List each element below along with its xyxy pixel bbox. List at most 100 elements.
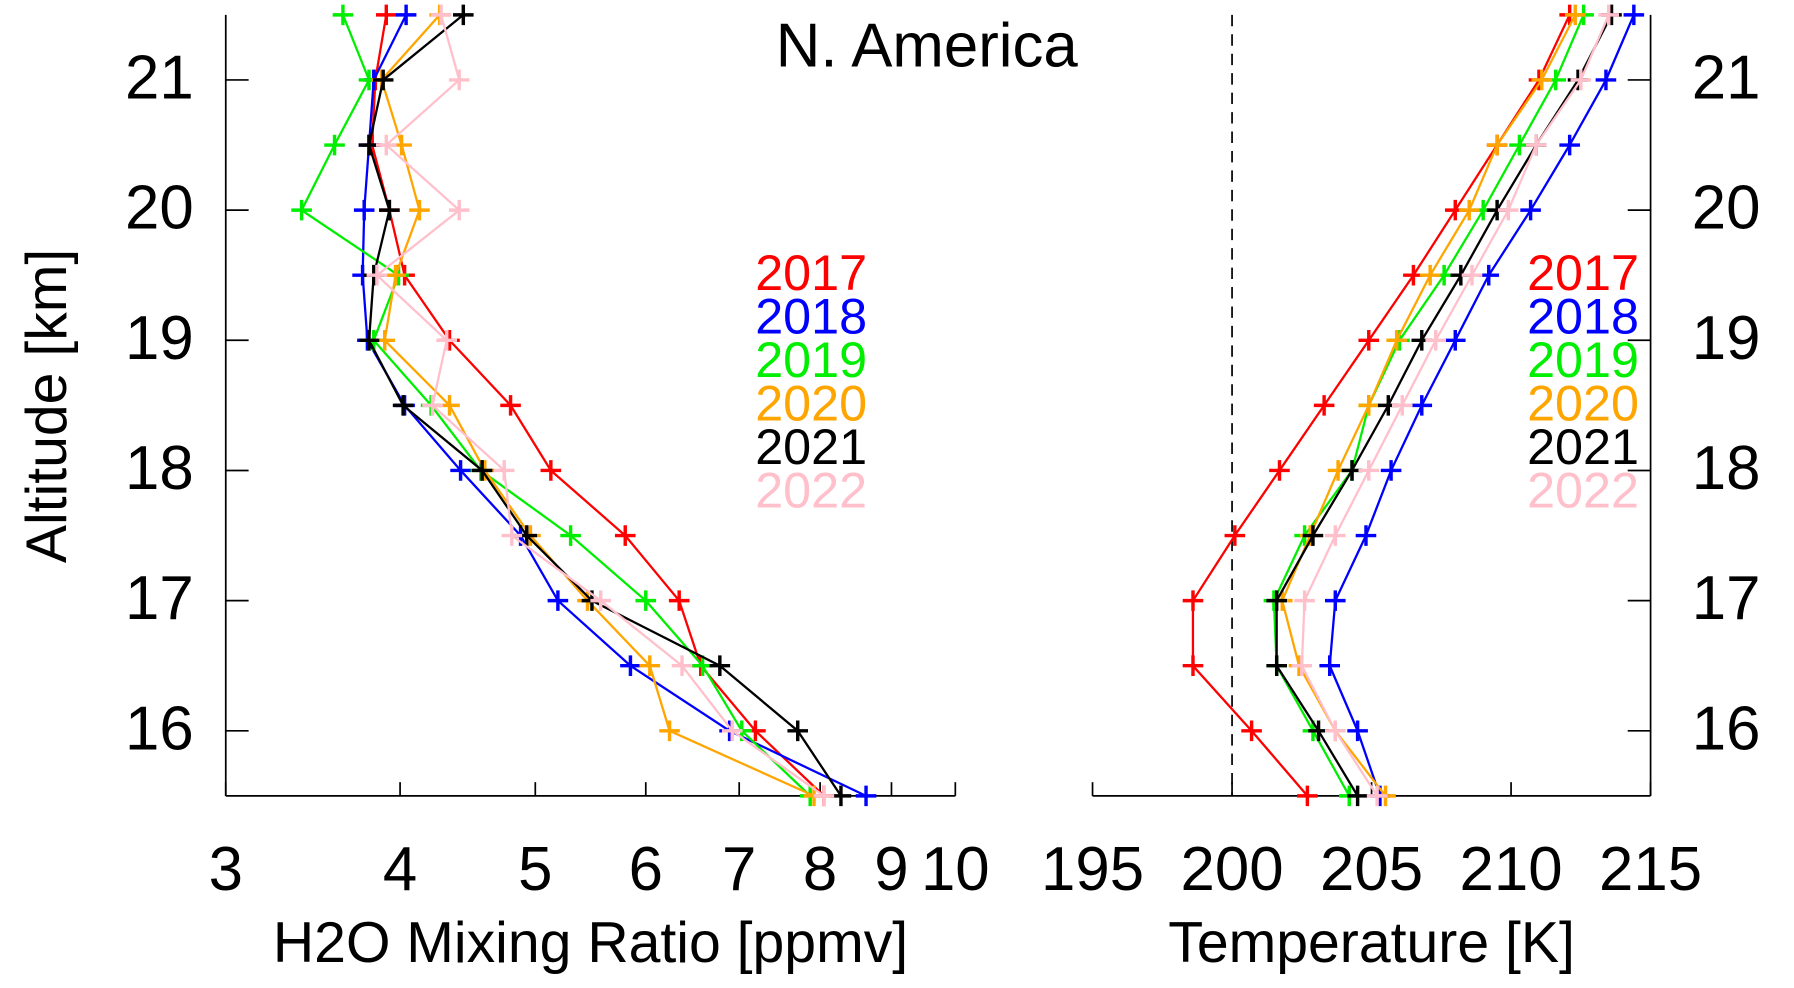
x-tick-label: 195 [1041, 835, 1144, 904]
marker [1347, 785, 1368, 807]
marker [392, 395, 414, 416]
marker [358, 134, 380, 156]
marker [813, 785, 835, 807]
legend-label: 2017 [1527, 244, 1639, 301]
marker [1570, 69, 1592, 91]
y-tick-label: 21 [1692, 44, 1761, 113]
marker [1386, 330, 1407, 351]
marker [1358, 460, 1380, 481]
marker [1313, 395, 1335, 416]
marker [501, 525, 523, 546]
x-tick-label: 7 [722, 835, 756, 904]
marker [721, 720, 743, 742]
marker [1324, 590, 1346, 611]
legend-label: 2020 [755, 374, 867, 431]
marker [590, 590, 612, 611]
x-tick-label: 8 [803, 835, 837, 904]
marker [1347, 720, 1368, 742]
marker [422, 395, 443, 416]
y-tick-label: 16 [125, 694, 194, 763]
legend-label: 2022 [1527, 461, 1639, 518]
marker [1623, 4, 1645, 26]
marker [1520, 199, 1541, 221]
marker [547, 590, 569, 611]
y-tick-label: 17 [125, 564, 194, 633]
marker [1497, 199, 1519, 221]
marker [1269, 460, 1290, 481]
x-tick-label: 200 [1181, 835, 1284, 904]
marker [1224, 525, 1246, 546]
marker [1461, 264, 1483, 286]
legend-label: 2019 [755, 331, 867, 388]
marker [385, 264, 406, 286]
marker [409, 199, 430, 221]
marker [375, 4, 397, 26]
marker [1319, 655, 1340, 677]
legend-label: 2018 [755, 287, 867, 344]
marker [1355, 525, 1377, 546]
marker [1241, 720, 1262, 742]
marker [1266, 655, 1287, 677]
marker [1324, 525, 1346, 546]
x-tick-label: 9 [874, 835, 908, 904]
y-tick-label: 18 [125, 434, 194, 503]
marker [1324, 720, 1346, 742]
x-axis-label: H2O Mixing Ratio [ppmv] [273, 911, 908, 975]
marker [540, 460, 562, 481]
marker [668, 590, 690, 611]
marker [1380, 460, 1402, 481]
x-tick-label: 205 [1320, 835, 1423, 904]
marker [614, 525, 636, 546]
marker [639, 655, 661, 677]
marker [1531, 69, 1553, 91]
marker [353, 199, 375, 221]
marker [1411, 395, 1433, 416]
marker [855, 785, 877, 807]
marker [1458, 199, 1480, 221]
y-tick-label: 19 [1692, 304, 1761, 373]
legend-label: 2021 [1527, 418, 1639, 475]
y-axis-label: Altitude [km] [15, 249, 79, 563]
y-tick-label: 17 [1692, 564, 1761, 633]
x-tick-label: 10 [921, 835, 990, 904]
marker [1302, 525, 1324, 546]
marker [1291, 655, 1313, 677]
x-tick-label: 5 [518, 835, 552, 904]
legend-label: 2022 [755, 461, 867, 518]
y-tick-label: 20 [1692, 174, 1761, 243]
marker [1425, 330, 1447, 351]
marker [375, 134, 397, 156]
x-tick-label: 215 [1599, 835, 1702, 904]
y-tick-label: 21 [125, 44, 194, 113]
marker [1598, 4, 1620, 26]
x-tick-label: 6 [629, 835, 663, 904]
x-axis-label: Temperature [K] [1168, 911, 1575, 975]
marker [692, 655, 713, 677]
marker [358, 330, 380, 351]
marker [1486, 134, 1508, 156]
marker [1525, 134, 1547, 156]
legend-label: 2019 [1527, 331, 1639, 388]
marker [1297, 785, 1318, 807]
chart-title: N. America [776, 12, 1079, 81]
marker [1182, 590, 1204, 611]
marker [635, 590, 657, 611]
y-tick-label: 16 [1692, 694, 1761, 763]
marker [1366, 785, 1388, 807]
y-tick-label: 19 [125, 304, 194, 373]
marker [471, 460, 493, 481]
marker [395, 4, 417, 26]
marker [379, 199, 400, 221]
marker [1564, 4, 1586, 26]
marker [1266, 590, 1287, 611]
marker [1182, 655, 1204, 677]
marker [436, 330, 458, 351]
marker [1444, 330, 1466, 351]
x-tick-label: 3 [209, 835, 243, 904]
x-tick-label: 4 [383, 835, 417, 904]
marker [500, 395, 521, 416]
marker [1559, 134, 1580, 156]
marker [324, 134, 345, 156]
marker [1358, 395, 1380, 416]
